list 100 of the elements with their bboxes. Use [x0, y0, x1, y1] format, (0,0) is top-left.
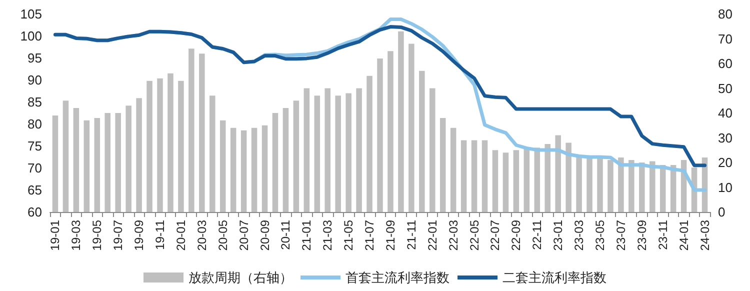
bar: [168, 73, 174, 212]
x-tick-label: 20-11: [278, 220, 293, 250]
x-tick-label: 24-03: [698, 220, 712, 251]
y-tick-label: 100: [20, 28, 42, 44]
bar: [146, 80, 152, 212]
bar: [450, 128, 456, 212]
line-series: [53, 25, 707, 168]
legend-label: 二套主流利率指数: [502, 270, 606, 285]
x-tick-label: 20-03: [194, 220, 209, 251]
x-tick-label: 19-09: [132, 220, 146, 251]
bar: [618, 158, 624, 212]
bar: [230, 128, 236, 212]
x-tick-label: 19-05: [90, 220, 104, 251]
x-tick-label: 19-07: [111, 220, 126, 251]
x-tick-label: 22-11: [530, 220, 544, 250]
y-tick-label: 60: [28, 204, 42, 220]
bar: [544, 144, 550, 212]
bar: [534, 148, 540, 212]
x-tick-label: 19-03: [69, 220, 84, 251]
bar: [440, 118, 446, 212]
y2-tick-label: 0: [718, 204, 726, 220]
x-tick-label: 22-03: [446, 220, 460, 251]
bar: [126, 106, 132, 212]
bar: [366, 76, 372, 212]
bar: [335, 96, 341, 212]
y-tick-label: 75: [28, 138, 42, 154]
bar: [502, 152, 509, 212]
y2-tick-label: 40: [718, 106, 732, 120]
bar: [73, 108, 80, 212]
x-tick-label: 21-03: [320, 220, 335, 251]
bar: [188, 48, 194, 212]
bar: [430, 88, 436, 212]
legend-label: 首套主流利率指数: [346, 270, 450, 285]
x-tick-label: 22-01: [425, 220, 440, 251]
y2-tick-label: 80: [718, 6, 732, 22]
x-tick-label: 23-09: [634, 220, 649, 251]
bar: [608, 160, 614, 212]
x-tick-label: 21-09: [383, 220, 398, 251]
bar: [492, 150, 498, 212]
x-tick-label: 20-09: [258, 220, 272, 251]
bar: [272, 113, 278, 212]
bar: [460, 140, 467, 212]
y2-tick-label: 10: [718, 180, 732, 195]
x-tick-label: 20-07: [236, 220, 251, 251]
bar: [104, 113, 110, 212]
bar: [84, 120, 90, 212]
bar: [94, 118, 100, 212]
bar: [377, 58, 383, 212]
bar: [314, 96, 320, 212]
bar: [628, 160, 634, 212]
y2-tick-label: 60: [718, 56, 732, 71]
bar: [220, 120, 226, 212]
x-tick-label: 21-11: [404, 220, 418, 250]
bar: [324, 88, 330, 212]
bar: [240, 130, 247, 212]
bar: [388, 51, 394, 212]
x-tick-label: 20-05: [216, 220, 230, 251]
y-tick-label: 80: [28, 116, 42, 132]
x-tick-label: 24-01: [676, 220, 691, 251]
bar: [62, 100, 69, 212]
x-tick-label: 21-07: [362, 220, 377, 251]
y2-tick-label: 50: [718, 80, 732, 96]
bar: [356, 88, 362, 212]
y-tick-label: 90: [28, 72, 42, 88]
x-tick-label: 23-05: [593, 220, 607, 251]
y2-tick-label: 30: [718, 130, 732, 146]
bar: [482, 140, 488, 212]
bar: [262, 125, 268, 212]
bar: [408, 44, 414, 212]
bar: [513, 150, 520, 212]
bar: [419, 70, 425, 212]
bar: [293, 100, 300, 212]
y-tick-label: 70: [28, 160, 42, 176]
x-tick-label: 22-09: [509, 220, 524, 251]
bar: [115, 113, 121, 212]
bar: [199, 54, 205, 212]
bar: [566, 142, 572, 212]
bar: [597, 158, 603, 212]
bar: [178, 80, 184, 212]
x-tick-label: 23-11: [656, 220, 670, 250]
bar: [524, 148, 530, 212]
y-tick-label: 85: [28, 94, 42, 110]
bar: [650, 161, 656, 212]
bar: [398, 31, 404, 212]
x-tick-label: 20-01: [174, 220, 188, 251]
bar: [639, 162, 645, 212]
legend-label: 放款周期（右轴）: [188, 270, 292, 285]
x-tick-label: 19-11: [153, 220, 167, 250]
y2-tick-label: 70: [718, 31, 732, 46]
bar: [555, 135, 561, 212]
bar: [136, 98, 142, 212]
bar: [157, 78, 163, 212]
y2-tick-label: 20: [718, 155, 732, 170]
y-tick-label: 105: [20, 6, 42, 22]
x-tick-label: 22-07: [488, 220, 502, 251]
y-tick-label: 95: [28, 50, 42, 66]
bar: [304, 88, 310, 212]
bar: [586, 158, 592, 212]
x-tick-label: 23-03: [572, 220, 586, 251]
y-tick-label: 65: [28, 182, 42, 198]
